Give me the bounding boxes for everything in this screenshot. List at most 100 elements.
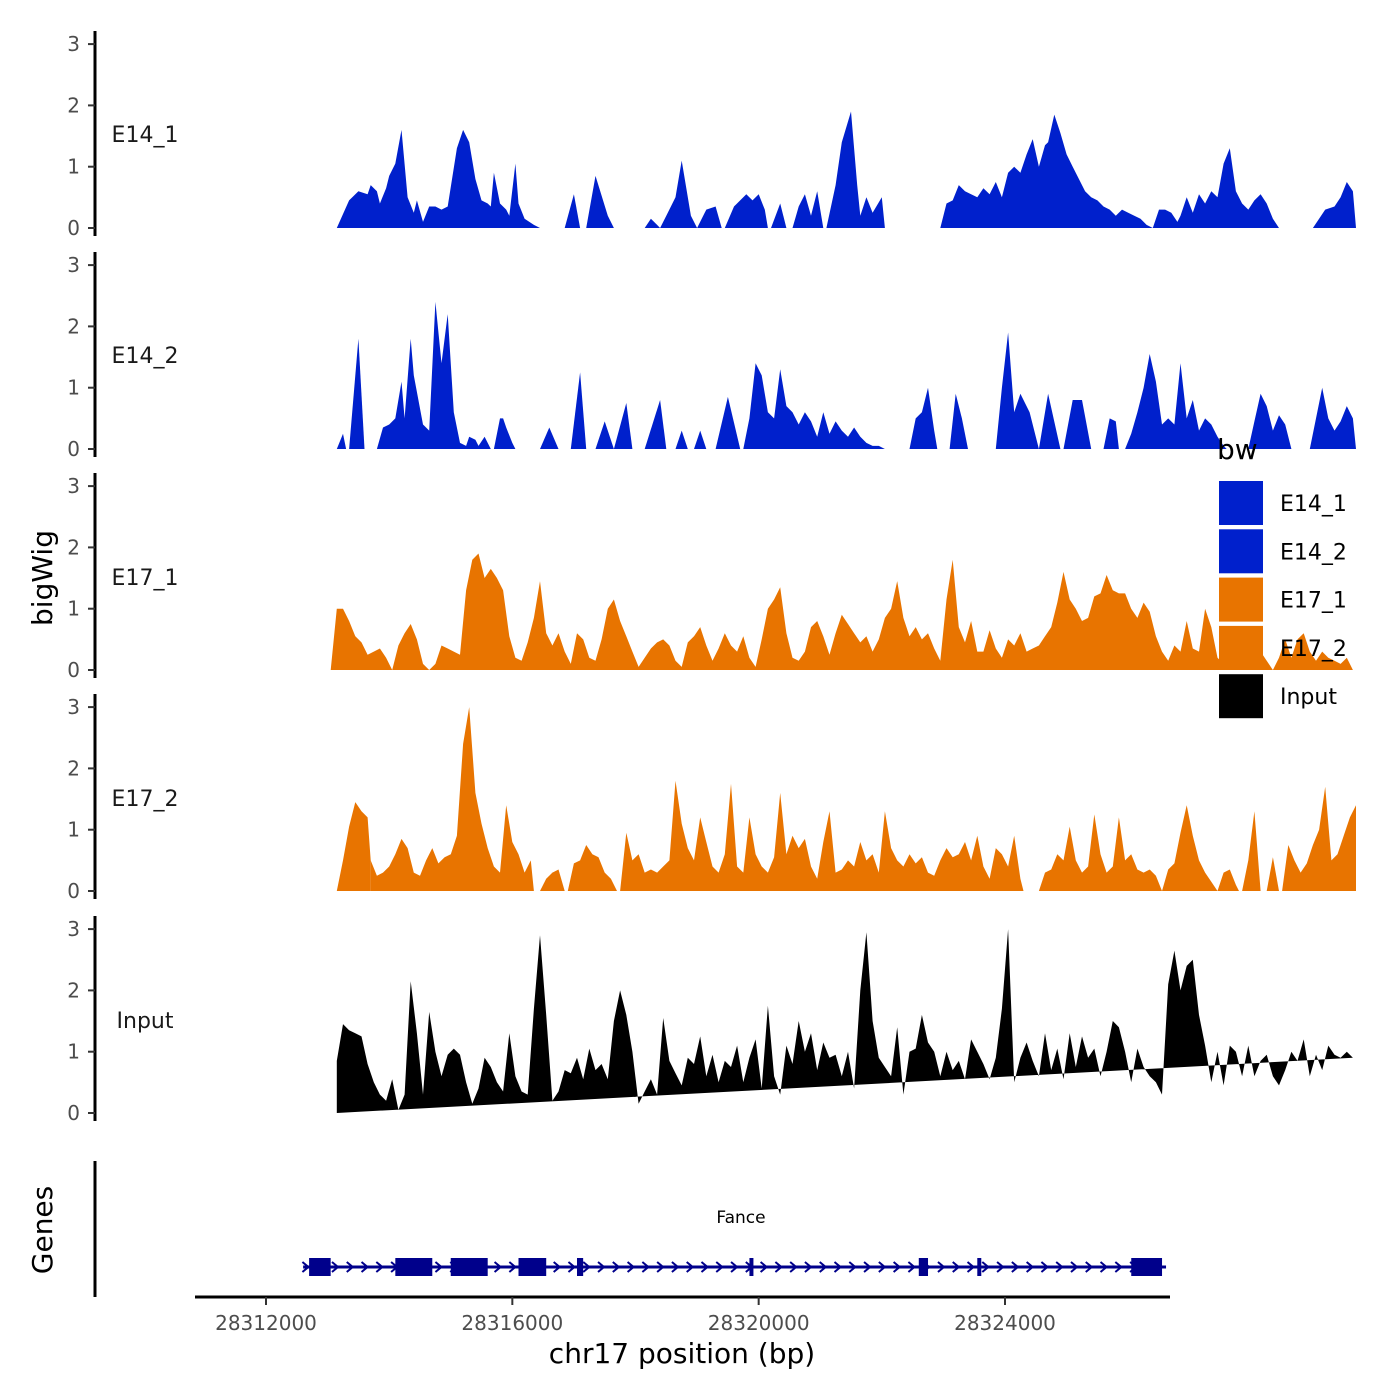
signal-area-e14-1	[660, 160, 698, 228]
strand-arrow	[774, 1261, 783, 1273]
strand-arrow	[1070, 1261, 1079, 1273]
legend: bw E14_1 E14_2 E17_1 E17_2 Input	[1217, 433, 1347, 719]
y-tick-label: 0	[67, 879, 80, 903]
strand-arrow	[730, 1261, 739, 1273]
signal-area-e14-2	[715, 396, 741, 449]
strand-arrow	[804, 1261, 813, 1273]
y-tick-label: 1	[67, 818, 80, 842]
strand-arrow	[686, 1261, 695, 1273]
signal-area-e14-2	[675, 430, 688, 449]
strand-arrow	[878, 1261, 887, 1273]
x-tick-label: 28320000	[708, 1311, 810, 1335]
signal-area-e14-2	[1248, 393, 1292, 449]
x-axis: 28312000 28316000 28320000 28324000 chr17 p…	[195, 1295, 1170, 1370]
genes-axis-title: Genes	[26, 1186, 59, 1274]
signal-area-e14-2	[376, 301, 491, 449]
strand-arrow	[331, 1261, 340, 1273]
track-label: Input	[117, 1009, 174, 1034]
y-tick-label: 3	[67, 917, 80, 941]
signal-area-e17-1	[330, 553, 1353, 670]
signal-area-e17-2	[620, 780, 1024, 891]
strand-arrow	[892, 1261, 902, 1273]
exon	[395, 1258, 433, 1276]
signal-area-e14-2	[1125, 354, 1227, 449]
strand-arrow	[1085, 1261, 1094, 1273]
genes-panel: Genes Fance	[26, 1161, 1167, 1297]
signal-area-e17-2	[540, 869, 565, 891]
track-panel-e17-1: E17_1 0 1 2 3	[67, 473, 1353, 682]
strand-arrow	[1099, 1261, 1109, 1273]
signal-area-e14-1	[564, 194, 581, 228]
strand-arrow	[1114, 1261, 1123, 1273]
signal-area-e17-2	[567, 845, 617, 891]
signal-area-e14-1	[697, 206, 722, 228]
y-tick-label: 2	[67, 978, 80, 1002]
legend-label: E14_1	[1280, 492, 1347, 517]
signal-area-e14-1	[940, 114, 1279, 228]
legend-swatch	[1219, 625, 1263, 670]
y-tick-label: 3	[67, 474, 80, 498]
signal-area-e14-1	[586, 175, 614, 228]
signal-area-e14-2	[743, 363, 885, 449]
gene-label: Fance	[716, 1208, 765, 1228]
y-tick-label: 0	[67, 1101, 80, 1125]
x-tick-label: 28316000	[461, 1311, 563, 1335]
signal-area-e14-1	[724, 194, 768, 228]
exon	[749, 1258, 754, 1276]
signal-area-e14-1	[792, 191, 824, 228]
strand-arrow	[759, 1261, 769, 1273]
legend-swatch	[1219, 674, 1263, 719]
x-axis-title: chr17 position (bp)	[549, 1337, 815, 1370]
strand-arrow	[1055, 1261, 1064, 1273]
y-tick-label: 1	[67, 597, 80, 621]
signal-area-e14-2	[540, 427, 559, 449]
signal-area-e14-2	[694, 430, 707, 449]
signal-area-e14-2	[1063, 400, 1092, 449]
y-tick-label: 2	[67, 314, 80, 338]
y-tick-label: 1	[67, 376, 80, 400]
strand-arrow	[715, 1261, 724, 1273]
signal-area-e17-2	[1217, 869, 1239, 891]
signal-area-e14-2	[949, 393, 968, 449]
x-tick-label: 28312000	[215, 1311, 317, 1335]
exon	[977, 1258, 982, 1276]
track-label: E14_1	[112, 123, 179, 148]
exon	[918, 1258, 929, 1276]
y-tick-label: 2	[67, 756, 80, 780]
strand-arrow	[508, 1261, 517, 1273]
strand-arrow	[582, 1261, 591, 1273]
legend-swatch	[1219, 577, 1263, 622]
signal-area-e17-2	[336, 802, 371, 891]
signal-area-e14-2	[349, 338, 365, 449]
signal-area-e17-2	[1266, 857, 1279, 891]
signal-area-e14-2	[1309, 387, 1356, 449]
strand-arrow	[1011, 1261, 1020, 1273]
strand-arrow	[937, 1261, 946, 1273]
signal-area-input	[336, 929, 1353, 1113]
exon	[518, 1258, 547, 1276]
signal-area-e14-2	[909, 387, 938, 449]
signal-area-e14-2	[995, 332, 1061, 449]
gene-model-fance	[301, 1258, 1167, 1276]
track-panel-e14-2: E14_2 0 1 2 3	[67, 252, 1356, 461]
y-tick-label: 0	[67, 658, 80, 682]
strand-arrow	[907, 1261, 916, 1273]
y-tick-label: 2	[67, 535, 80, 559]
y-tick-label: 0	[67, 216, 80, 240]
signal-area-e14-1	[1312, 182, 1356, 228]
y-tick-label: 3	[67, 695, 80, 719]
strand-arrow	[567, 1261, 577, 1273]
signal-area-e14-1	[644, 218, 661, 228]
strand-arrow	[612, 1261, 621, 1273]
strand-arrow	[966, 1261, 976, 1273]
y-tick-label: 3	[67, 253, 80, 277]
legend-title: bw	[1217, 433, 1258, 466]
signal-area-e14-1	[336, 129, 547, 228]
track-panel-e14-1: E14_1 0 1 2 3	[67, 31, 1356, 240]
strand-arrow	[700, 1261, 710, 1273]
strand-arrow	[346, 1261, 355, 1273]
strand-arrow	[1040, 1261, 1049, 1273]
x-tick-label: 28324000	[954, 1311, 1056, 1335]
y-tick-label: 0	[67, 437, 80, 461]
track-panel-input: Input 0 1 2 3	[67, 916, 1353, 1125]
